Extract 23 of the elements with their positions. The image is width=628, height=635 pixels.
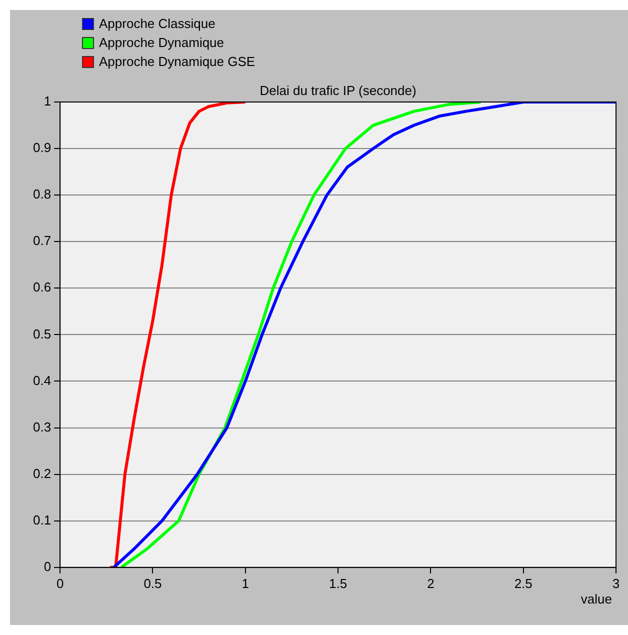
y-tick-label: 0.8 (32, 186, 52, 202)
y-tick-label: 0.1 (32, 512, 52, 528)
y-tick-label: 0.2 (32, 466, 52, 481)
y-tick-label: 0.6 (32, 280, 52, 295)
x-axis-title: value (580, 591, 612, 606)
y-tick-label: 0.9 (32, 140, 52, 156)
y-tick-label: 0.3 (32, 419, 52, 434)
x-tick-label: 2 (427, 576, 434, 591)
x-tick-label: 1.5 (328, 576, 348, 591)
y-tick-label: 1 (44, 94, 52, 109)
y-tick-label: 0.4 (32, 372, 52, 388)
legend-label: Approche Dynamique GSE (99, 54, 256, 69)
y-tick-label: 0 (44, 558, 52, 574)
legend-label: Approche Dynamique (99, 35, 224, 50)
x-tick-label: 2.5 (514, 576, 532, 591)
y-tick-label: 0.7 (32, 233, 52, 248)
x-tick-label: 3 (612, 576, 620, 591)
legend-label: Approche Classique (99, 16, 216, 31)
chart-title: Delai du trafic IP (seconde) (260, 83, 416, 98)
x-tick-label: 0 (56, 576, 64, 591)
x-tick-label: 0.5 (144, 576, 162, 591)
x-tick-label: 1 (242, 576, 249, 591)
y-tick-label: 0.5 (32, 326, 52, 342)
